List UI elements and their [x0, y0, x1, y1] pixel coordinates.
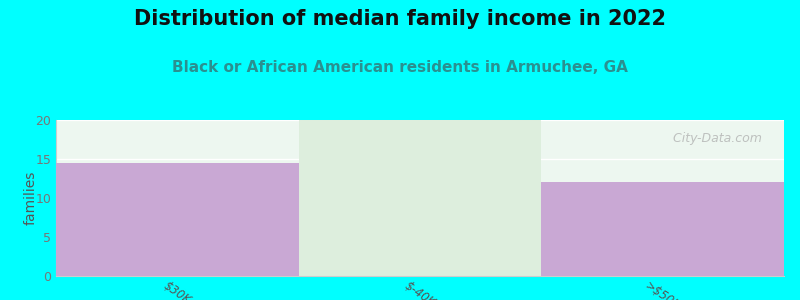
Bar — [56, 163, 298, 276]
Bar — [298, 120, 542, 276]
Bar — [542, 182, 784, 276]
Text: Black or African American residents in Armuchee, GA: Black or African American residents in A… — [172, 60, 628, 75]
Text: City-Data.com: City-Data.com — [666, 133, 762, 146]
Text: Distribution of median family income in 2022: Distribution of median family income in … — [134, 9, 666, 29]
Y-axis label: families: families — [24, 171, 38, 225]
